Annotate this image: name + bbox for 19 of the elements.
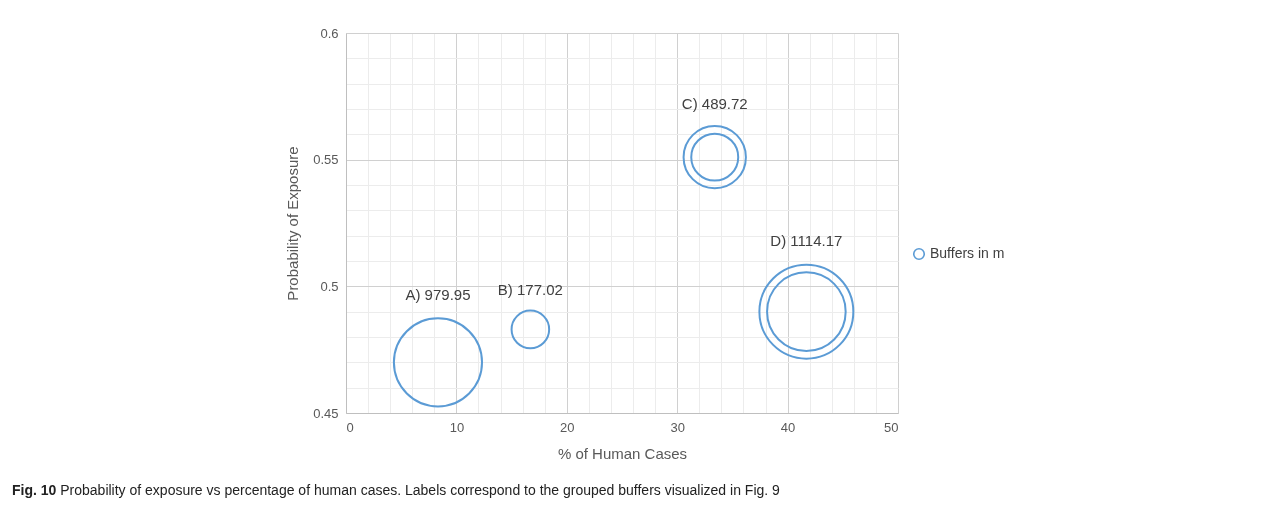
caption: Fig. 10: [12, 482, 58, 498]
y-tick-label: 0.5: [320, 278, 339, 294]
x-axis-title: % of Human Cases: [557, 444, 688, 462]
annotation: B) 177.02: [497, 281, 563, 299]
y-axis-title: Probability of Exposure: [284, 146, 302, 301]
x-tick-label: 30: [670, 419, 685, 435]
x-tick-label: 10: [449, 419, 465, 435]
annotation: C) 489.72: [681, 94, 748, 112]
x-tick-label: 20: [560, 419, 575, 435]
x-tick-label: 0: [346, 419, 354, 435]
y-tick-label: 0.45: [313, 405, 339, 421]
x-tick-label: 50: [884, 419, 899, 435]
y-tick-label: 0.6: [320, 25, 339, 41]
annotation: D) 1114.17: [770, 231, 843, 249]
text: Probability of exposure vs percentage of human cases. Labels correspond to the grouped buffers visualized in Fig. 9: [60, 482, 780, 498]
x-tick-label: 40: [780, 419, 796, 435]
y-tick-label: 0.55: [313, 152, 339, 168]
legend-label: Buffers in m: [930, 245, 1005, 261]
annotation: A) 979.95: [405, 285, 471, 303]
